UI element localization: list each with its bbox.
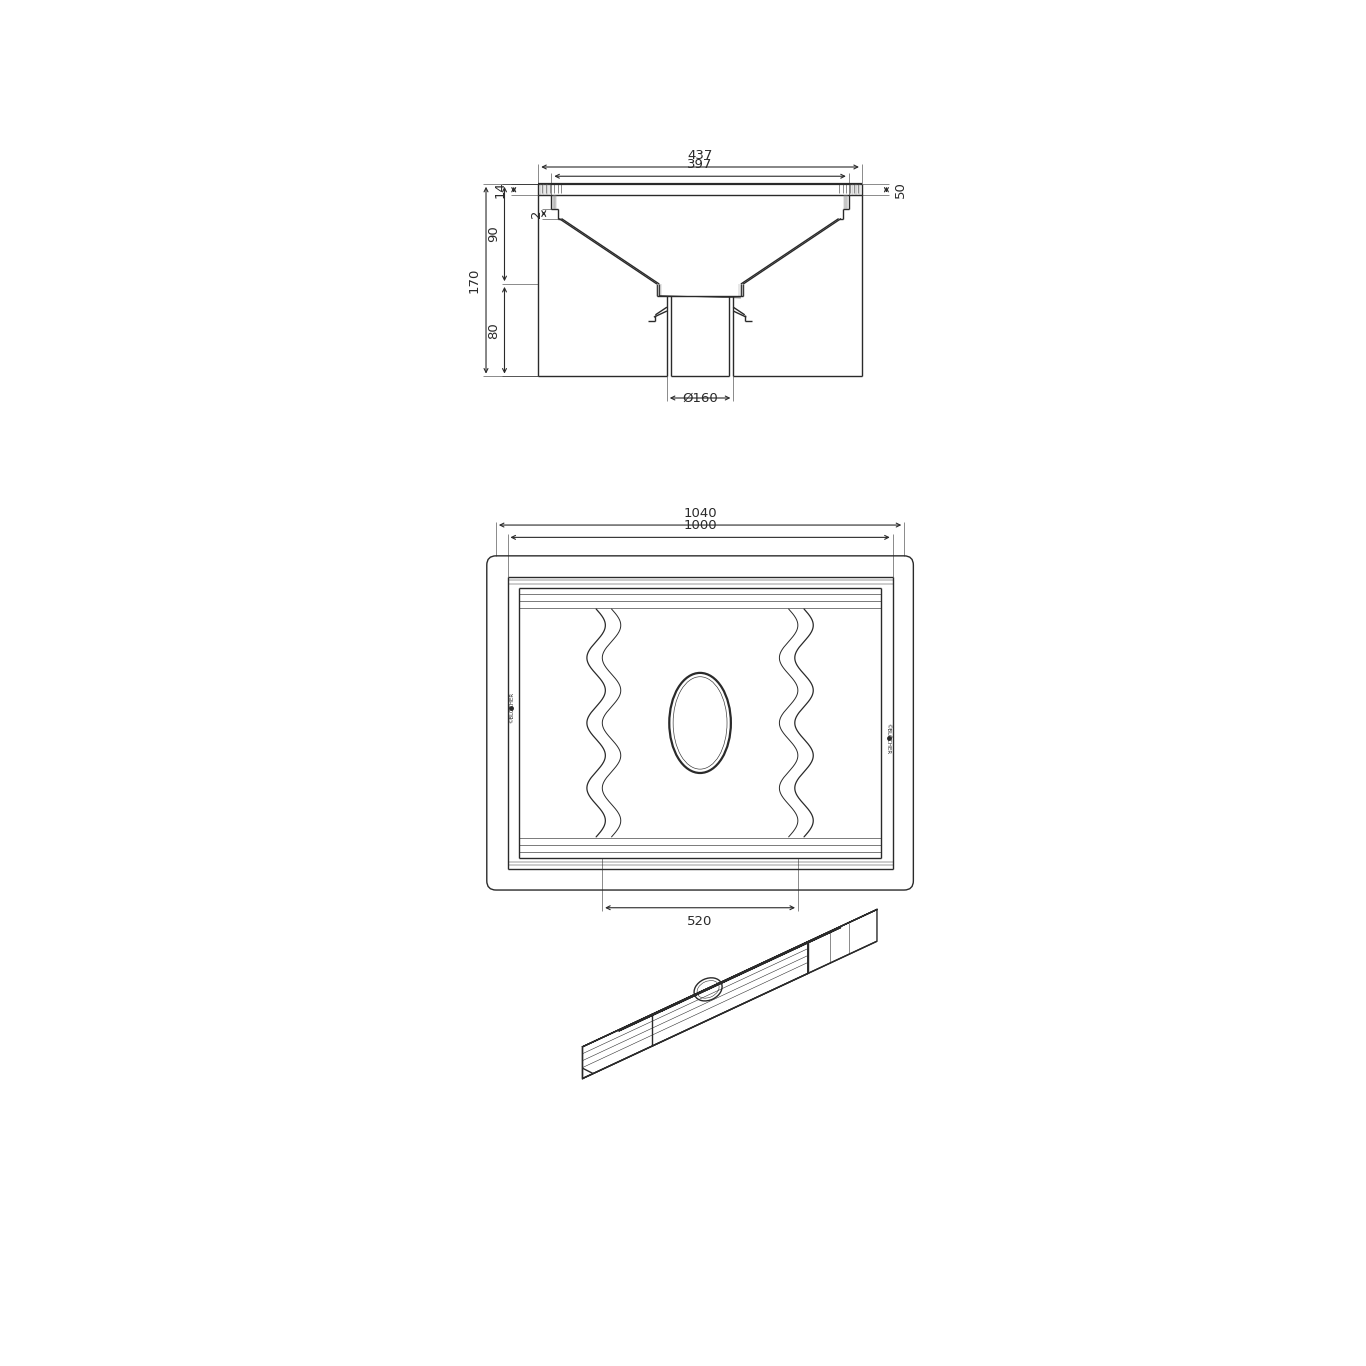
Text: 14: 14 [493,182,507,198]
Text: 80: 80 [488,322,500,339]
Text: ©BLÖCHER: ©BLÖCHER [510,693,515,723]
Text: 2: 2 [530,209,542,217]
Text: 397: 397 [687,158,713,171]
Text: 1000: 1000 [683,519,717,531]
Text: 1040: 1040 [683,507,717,519]
Text: 170: 170 [467,268,481,292]
Text: 50: 50 [893,182,907,198]
Text: Ø160: Ø160 [682,392,719,404]
Text: ©BLÖCHER: ©BLÖCHER [885,723,891,754]
Text: 437: 437 [687,149,713,161]
Text: 520: 520 [687,915,713,928]
Text: 90: 90 [488,225,500,242]
